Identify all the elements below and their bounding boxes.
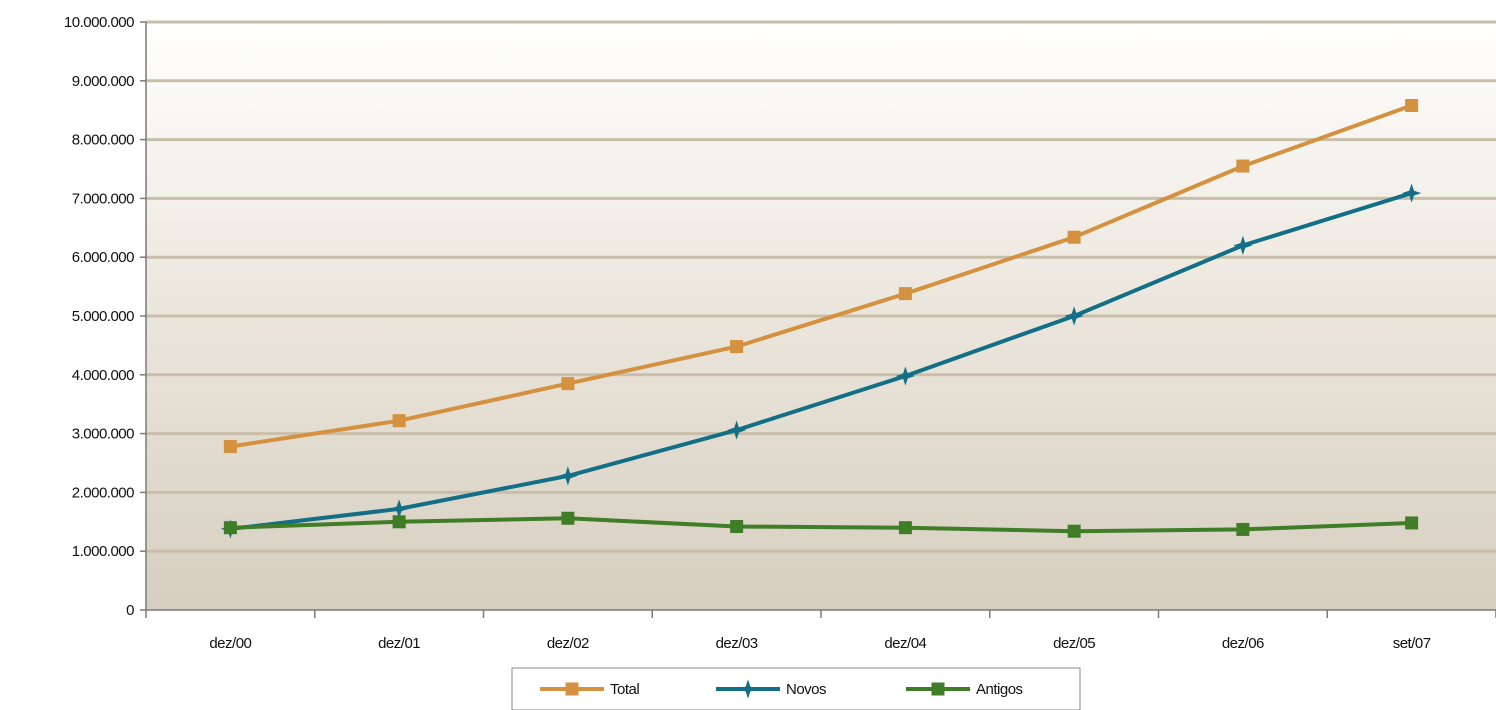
x-axis-tick-labels: dez/00 dez/01 dez/02 dez/03 dez/04 dez/05 dez/… <box>209 635 1431 652</box>
y-tick-label: 4.000.000 <box>72 367 134 384</box>
data-point <box>730 520 744 534</box>
x-tick-label: dez/05 <box>1053 635 1095 652</box>
legend-label: Novos <box>786 681 826 698</box>
y-tick-label: 2.000.000 <box>72 484 134 501</box>
legend-item-total: Total <box>540 681 640 698</box>
data-point <box>895 366 915 386</box>
x-tick-label: dez/06 <box>1222 635 1264 652</box>
series-line <box>230 103 1413 449</box>
data-point <box>1067 524 1081 538</box>
x-tick-label: dez/01 <box>378 635 420 652</box>
x-tick-label: dez/02 <box>547 635 589 652</box>
y-tick-label: 5.000.000 <box>72 308 134 325</box>
y-tick-label: 0 <box>126 602 134 619</box>
axes <box>140 21 1496 618</box>
legend-marker <box>931 682 945 696</box>
data-point <box>392 515 406 529</box>
data-point <box>558 466 578 486</box>
series-total <box>223 98 1419 454</box>
data-point <box>1067 230 1081 244</box>
data-point <box>1064 306 1084 326</box>
legend-label: Total <box>610 681 639 698</box>
data-point <box>730 340 744 354</box>
data-point <box>1236 159 1250 173</box>
series-antigos <box>223 511 1419 538</box>
legend-item-novos: Novos <box>716 679 827 699</box>
data-point <box>223 521 237 535</box>
legend: Total Novos Antigos <box>511 667 1081 710</box>
series-line <box>230 516 1412 534</box>
legend-box <box>511 667 1081 710</box>
y-tick-label: 10.000.000 <box>64 14 134 31</box>
data-point <box>561 511 575 525</box>
y-tick-label: 9.000.000 <box>72 73 134 90</box>
y-tick-label: 7.000.000 <box>72 190 134 207</box>
y-tick-label: 8.000.000 <box>72 132 134 149</box>
legend-item-antigos: Antigos <box>906 681 1023 698</box>
data-point <box>898 521 912 535</box>
y-tick-label: 6.000.000 <box>72 249 134 266</box>
data-point <box>727 420 747 440</box>
y-tick-label: 1.000.000 <box>72 543 134 560</box>
data-point <box>1233 235 1253 255</box>
legend-label: Antigos <box>976 681 1023 698</box>
y-tick-label: 3.000.000 <box>72 426 134 443</box>
x-tick-label: set/07 <box>1393 635 1431 652</box>
x-tick-label: dez/00 <box>209 635 251 652</box>
series-line <box>230 191 1413 531</box>
data-point <box>1402 183 1422 203</box>
legend-marker <box>738 679 758 699</box>
data-series <box>220 98 1422 539</box>
data-point <box>1236 522 1250 536</box>
data-point <box>392 414 406 428</box>
legend-marker <box>565 682 579 696</box>
data-point <box>223 440 237 454</box>
grid-lines <box>146 20 1496 553</box>
y-axis-tick-labels: 0 1.000.000 2.000.000 3.000.000 4.000.000 5.0… <box>64 14 135 619</box>
data-point <box>898 287 912 301</box>
data-point <box>1405 516 1419 530</box>
x-tick-label: dez/03 <box>716 635 758 652</box>
data-point <box>561 377 575 391</box>
data-point <box>1405 98 1419 112</box>
x-tick-label: dez/04 <box>884 635 926 652</box>
